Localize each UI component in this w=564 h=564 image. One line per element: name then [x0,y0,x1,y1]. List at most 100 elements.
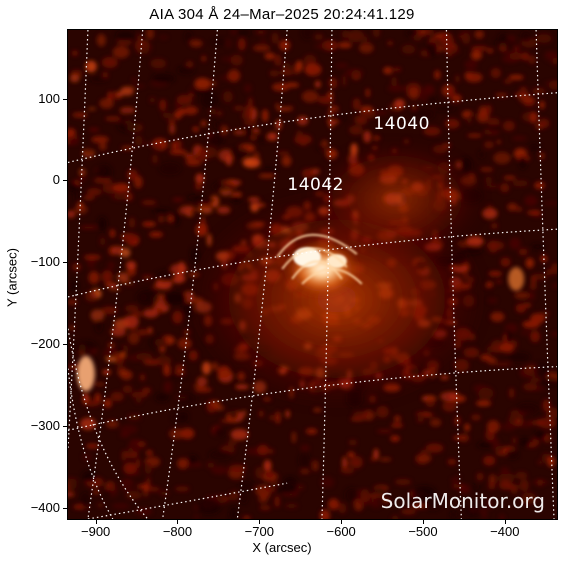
longitude-line [87,30,144,519]
network-blob [544,51,557,57]
network-blob [211,466,229,475]
network-blob [268,414,277,421]
network-blob [255,30,266,35]
network-blob [216,206,231,214]
network-blob [518,96,535,103]
network-blob [314,33,324,40]
network-blob [521,52,530,61]
network-blob [370,456,375,462]
network-blob [121,450,127,462]
network-blob [159,99,167,112]
y-tick-mark [63,262,67,264]
network-blob [121,145,134,151]
network-blob [487,48,494,53]
dark-channel [238,480,254,491]
dark-channel [374,487,385,495]
network-blob [552,57,557,65]
network-blob [144,462,152,475]
x-axis-label: X (arcsec) [252,540,312,555]
network-blob [186,159,202,167]
network-blob [114,355,125,365]
network-blob [328,498,340,510]
longitude-line [445,30,462,519]
dark-channel [68,481,78,491]
network-blob [349,125,363,135]
dark-channel [115,30,136,42]
network-blob [125,490,142,500]
dark-channel [516,402,540,414]
network-blob [243,120,258,126]
network-blob [518,248,528,256]
dark-channel [494,38,516,48]
network-blob [242,516,251,519]
network-blob [538,417,557,429]
y-tick-mark [63,425,67,427]
dark-channel [498,33,507,42]
network-blob [230,54,243,66]
network-blob [127,445,134,456]
network-blob [84,400,100,407]
network-blob [538,311,551,316]
network-blob [444,118,460,129]
network-blob [300,444,310,452]
y-tick-mark [63,180,67,182]
dark-channel [533,362,551,377]
network-blob [408,87,420,100]
network-blob [99,236,106,247]
network-blob [137,441,147,447]
network-blob [158,215,164,223]
x-tick-mark [504,520,506,524]
network-blob [491,222,498,229]
network-blob [263,459,272,472]
network-blob [515,303,527,313]
longitude-line [321,30,333,519]
network-blob [275,103,280,108]
dark-channel [196,499,221,515]
latitude-line [68,228,557,298]
network-blob [470,50,483,60]
network-blob [248,96,253,110]
network-blob [71,263,82,271]
network-blob [230,192,243,197]
network-blob [442,400,457,412]
network-blob [195,173,205,184]
network-blob [510,485,518,495]
network-blob [263,397,272,402]
dark-channel [116,346,124,355]
dark-channel [74,340,97,354]
network-blob [230,30,237,36]
longitude-line [68,30,89,449]
network-blob [142,221,157,227]
network-blob [503,176,516,180]
network-blob [119,424,138,434]
network-blob [415,453,432,463]
network-blob [68,477,78,484]
network-blob [168,428,186,440]
network-blob [140,142,154,146]
network-blob [222,90,233,103]
network-blob [145,30,155,40]
network-blob [458,34,465,39]
network-blob [211,361,219,371]
network-blob [365,88,370,98]
dark-channel [162,291,187,305]
network-blob [73,204,88,215]
network-blob [502,54,520,63]
network-blob [509,237,521,250]
network-blob [163,381,172,393]
network-blob [194,77,211,90]
network-blob [347,30,365,43]
network-blob [125,261,137,270]
network-blob [134,135,143,146]
coronal-loop [276,233,358,258]
network-blob [137,329,149,336]
network-blob [515,206,523,212]
network-blob [92,490,100,494]
network-blob [353,115,362,124]
dark-channel [412,486,436,500]
network-blob [174,486,190,492]
network-blob [320,476,335,488]
x-tick-label: −900 [80,524,111,539]
network-blob [128,217,136,229]
network-blob [85,290,98,302]
